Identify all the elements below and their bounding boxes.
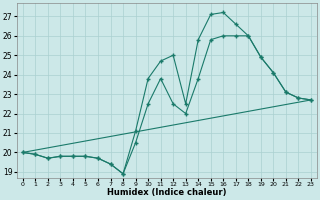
X-axis label: Humidex (Indice chaleur): Humidex (Indice chaleur) [107, 188, 227, 197]
